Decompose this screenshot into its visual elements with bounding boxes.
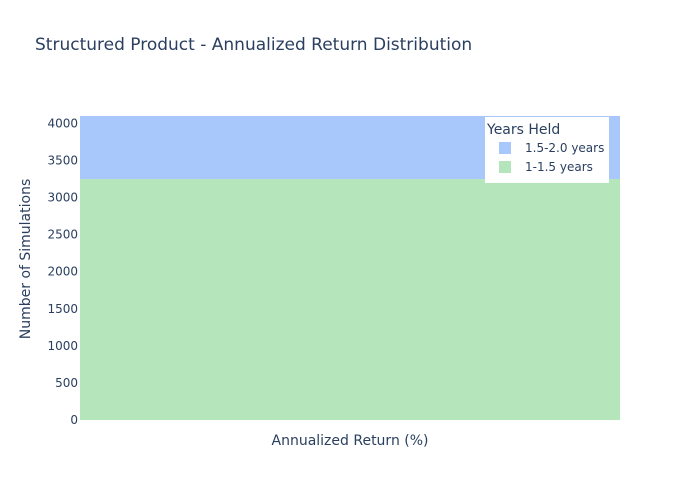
- x-axis-label: Annualized Return (%): [272, 433, 429, 449]
- legend-title: Years Held: [486, 122, 560, 138]
- y-tick-label: 3500: [47, 153, 78, 167]
- bar-1-1-5-years: [80, 179, 620, 420]
- y-axis-label: Number of Simulations: [18, 179, 34, 340]
- y-tick-label: 1000: [47, 339, 78, 353]
- chart-title: Structured Product - Annualized Return D…: [35, 35, 472, 55]
- y-tick-label: 0: [70, 413, 78, 427]
- legend-swatch: [499, 161, 511, 173]
- y-tick-label: 2000: [47, 265, 78, 279]
- legend-label: 1-1.5 years: [525, 160, 593, 174]
- legend-swatch: [499, 142, 511, 154]
- y-tick-label: 3000: [47, 191, 78, 205]
- y-tick-label: 4000: [47, 116, 78, 130]
- legend-label: 1.5-2.0 years: [525, 141, 604, 155]
- y-tick-label: 1500: [47, 302, 78, 316]
- y-axis-ticks: 0 500 1000 1500 2000 2500 3000 3500 4000: [47, 116, 78, 427]
- legend: Years Held 1.5-2.0 years 1-1.5 years: [485, 117, 609, 183]
- legend-items: 1.5-2.0 years 1-1.5 years: [499, 141, 604, 174]
- y-tick-label: 2500: [47, 228, 78, 242]
- y-tick-label: 500: [55, 376, 78, 390]
